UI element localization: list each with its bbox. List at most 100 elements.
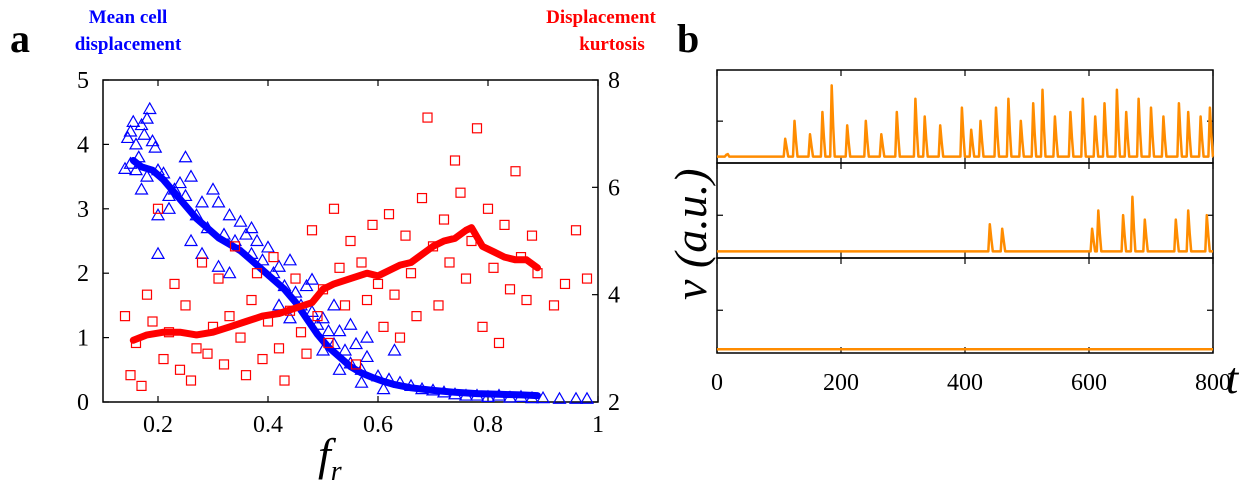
- kurtosis-point: [268, 252, 279, 263]
- displacement-point: [194, 246, 210, 259]
- kurtosis-point: [202, 348, 213, 359]
- y-left-tick-label: 1: [77, 326, 89, 352]
- displacement-point: [172, 175, 188, 189]
- displacement-point: [568, 391, 584, 404]
- kurtosis-point: [169, 278, 180, 290]
- kurtosis-point: [119, 311, 131, 322]
- kurtosis-point: [147, 316, 158, 327]
- displacement-point: [123, 124, 138, 137]
- kurtosis-point: [196, 257, 208, 268]
- kurtosis-point: [504, 284, 516, 295]
- displacement-point: [359, 330, 375, 343]
- displacement-point: [387, 343, 402, 356]
- kurtosis-point: [361, 294, 373, 306]
- kurtosis-point: [510, 166, 521, 177]
- displacement-point: [255, 253, 270, 266]
- panel-b-ticks: 0 200 400 600 800: [711, 70, 1231, 396]
- displacement-point: [552, 391, 567, 404]
- kurtosis-point: [455, 187, 466, 198]
- kurtosis-point: [345, 235, 356, 247]
- x-tick-label: 1: [592, 412, 604, 438]
- kurtosis-point: [301, 348, 312, 359]
- y-right-tick-label: 8: [608, 68, 620, 94]
- kurtosis-point: [180, 300, 191, 311]
- panel-b-row-3-frame: [716, 257, 1214, 354]
- displacement-point: [128, 137, 144, 150]
- kurtosis-point: [235, 332, 246, 343]
- y-left-tick-label: 0: [77, 390, 89, 416]
- x-tick-label: 0.4: [253, 412, 283, 438]
- displacement-point: [211, 259, 226, 272]
- displacement-point: [282, 311, 298, 324]
- displacement-point: [299, 278, 314, 292]
- displacement-point: [321, 323, 336, 337]
- left-axis-header-line-2: displacement: [75, 34, 182, 55]
- displacement-point: [337, 343, 353, 356]
- displacement-point: [249, 233, 265, 247]
- kurtosis-point: [158, 353, 169, 365]
- kurtosis-point: [548, 300, 560, 311]
- displacement-point: [222, 265, 237, 279]
- displacement-point: [120, 130, 135, 144]
- panel-a-xlabel: fr: [318, 429, 342, 483]
- panel-b-xtick-label: 0: [711, 370, 723, 396]
- kurtosis-point: [350, 359, 362, 370]
- displacement-trend-line: [129, 157, 541, 400]
- displacement-point: [161, 188, 177, 202]
- displacement-point: [139, 169, 155, 182]
- displacement-point: [178, 150, 193, 163]
- kurtosis-point: [526, 230, 538, 241]
- right-axis-header-line-2: kurtosis: [579, 34, 644, 55]
- kurtosis-point: [389, 289, 400, 300]
- kurtosis-point: [273, 343, 285, 354]
- displacement-point: [139, 111, 155, 124]
- y-right-tick-label: 6: [608, 175, 620, 201]
- displacement-point: [359, 349, 375, 363]
- y-left-tick-label: 5: [77, 68, 89, 94]
- kurtosis-point: [279, 375, 290, 386]
- y-left-tick-label: 4: [77, 132, 89, 158]
- displacement-point: [128, 162, 144, 176]
- kurtosis-point: [460, 273, 472, 284]
- kurtosis-point: [257, 353, 268, 365]
- displacement-point: [332, 323, 347, 337]
- panel-b-xtick-label: 600: [1071, 370, 1107, 396]
- panel-b-row-2-frame: [716, 162, 1214, 259]
- kurtosis-point: [383, 209, 395, 220]
- panel-b-xtick-label: 200: [823, 370, 859, 396]
- kurtosis-point: [125, 370, 136, 381]
- displacement-point: [326, 298, 342, 311]
- displacement-point: [134, 117, 149, 131]
- displacement-point: [271, 298, 287, 311]
- kurtosis-trend-line: [129, 224, 541, 344]
- displacement-point: [161, 201, 177, 214]
- displacement-point: [304, 272, 320, 285]
- kurtosis-point: [499, 219, 510, 230]
- kurtosis-point: [570, 225, 582, 236]
- kurtosis-point: [444, 257, 455, 268]
- x-tick-label: 0.2: [143, 412, 173, 438]
- kurtosis-point: [581, 273, 593, 284]
- displacement-point: [150, 208, 166, 221]
- panel-b-letter: b: [677, 16, 699, 61]
- panel-b-row-1-trace: [717, 84, 1215, 158]
- panel-b-row-2-trace: [717, 195, 1213, 253]
- panel-a-letter: a: [10, 16, 30, 61]
- kurtosis-point: [174, 364, 186, 375]
- kurtosis-point: [416, 192, 428, 204]
- panel-b-xtick-label: 800: [1195, 370, 1231, 396]
- kurtosis-point: [482, 203, 494, 214]
- kurtosis-point: [323, 337, 334, 349]
- displacement-point: [376, 381, 391, 395]
- displacement-point: [150, 246, 166, 259]
- kurtosis-point: [312, 311, 323, 322]
- kurtosis-point: [339, 300, 351, 311]
- displacement-point: [332, 362, 347, 375]
- displacement-point: [142, 101, 157, 115]
- kurtosis-point: [295, 327, 307, 338]
- kurtosis-point: [411, 311, 422, 322]
- displacement-point: [126, 114, 141, 127]
- panel-a-marks: [117, 101, 595, 404]
- displacement-point: [233, 214, 248, 227]
- kurtosis-point: [246, 294, 257, 306]
